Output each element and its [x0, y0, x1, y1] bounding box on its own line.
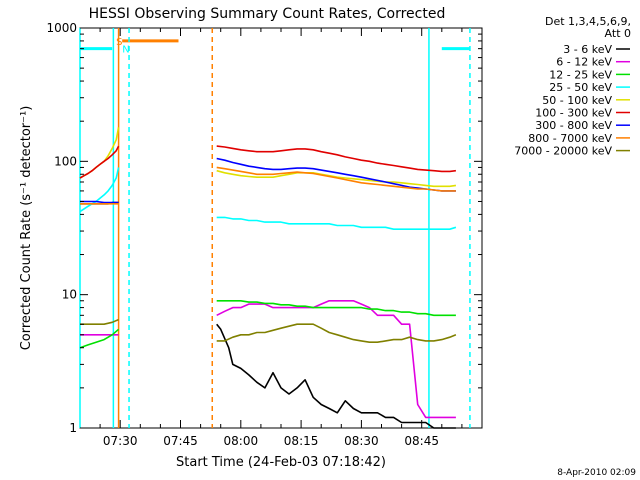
- legend-label-4: 50 - 100 keV: [542, 94, 612, 107]
- series-line-8-segment-1: [216, 323, 457, 344]
- series-line-2-segment-0: [79, 328, 120, 349]
- x-tick-label-4: 08:30: [344, 434, 379, 448]
- legend-label-3: 25 - 50 keV: [549, 81, 612, 94]
- x-axis-label: Start Time (24-Feb-03 07:18:42): [176, 455, 386, 470]
- y-tick-label-3: 1000: [46, 21, 77, 35]
- series-line-7-segment-1: [216, 166, 456, 192]
- legend-label-2: 12 - 25 keV: [549, 68, 612, 81]
- series-line-0-segment-1: [216, 323, 456, 429]
- series-line-5-segment-1: [216, 145, 456, 173]
- y-tick-label-2: 100: [54, 154, 77, 168]
- legend-label-1: 6 - 12 keV: [556, 56, 612, 69]
- series-line-3-segment-1: [216, 216, 457, 230]
- y-axis-label: Corrected Count Rate (s⁻¹ detector⁻¹): [19, 106, 34, 351]
- x-tick-label-0: 07:30: [103, 434, 138, 448]
- series-layer: [79, 127, 457, 429]
- chart-title: HESSI Observing Summary Count Rates, Cor…: [89, 6, 446, 22]
- series-line-6-segment-0: [80, 200, 119, 204]
- series-line-6-segment-1: [216, 157, 456, 192]
- y-tick-label-0: 1: [69, 421, 77, 435]
- series-line-8-segment-0: [80, 318, 119, 326]
- series-line-3-segment-0: [79, 167, 120, 213]
- series-line-1-segment-1: [216, 299, 456, 419]
- footer-date: 8-Apr-2010 02:09: [557, 468, 636, 478]
- axis-ticks: 07:30 07:45 08:00 08:15 08:30 08:45 1 10 100 1000: [46, 21, 482, 448]
- legend-label-6: 300 - 800 keV: [535, 119, 612, 132]
- legend-label-8: 7000 - 20000 keV: [514, 145, 612, 158]
- annotation-label-4: N: [122, 45, 129, 56]
- legend-label-5: 100 - 300 keV: [535, 107, 612, 120]
- legend-header-line-1: Det 1,3,4,5,6,9,: [545, 15, 631, 28]
- legend-label-7: 800 - 7000 keV: [528, 132, 612, 145]
- x-tick-label-5: 08:45: [404, 434, 439, 448]
- series-line-2-segment-1: [216, 299, 456, 317]
- plot-frame: [79, 27, 483, 429]
- x-tick-label-2: 08:00: [224, 434, 259, 448]
- legend-header-line-2: Att 0: [605, 27, 631, 40]
- series-line-5-segment-0: [79, 145, 120, 179]
- legend-label-0: 3 - 6 keV: [563, 43, 612, 56]
- x-tick-label-1: 07:45: [163, 434, 198, 448]
- x-tick-label-3: 08:15: [284, 434, 319, 448]
- annotation-label-3: S: [116, 37, 122, 48]
- annotation-layer: SN: [79, 28, 471, 428]
- y-tick-label-1: 10: [62, 288, 77, 302]
